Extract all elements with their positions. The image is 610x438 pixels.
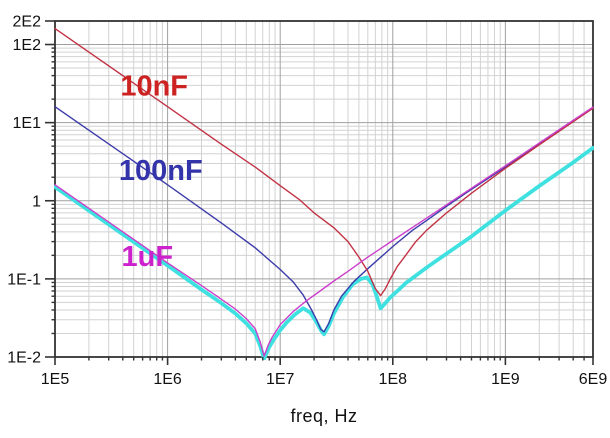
curve-label-10nf: 10nF xyxy=(120,70,188,102)
curve-1uf xyxy=(54,106,594,357)
axis-ticks xyxy=(45,20,594,365)
x-tick-label: 1E9 xyxy=(491,371,520,388)
x-axis-title: freq, Hz xyxy=(290,406,358,426)
curve-label-100nf: 100nF xyxy=(119,155,203,187)
y-tick-label: 2E2 xyxy=(13,14,42,31)
y-tick-label: 1 xyxy=(32,193,41,210)
x-tick-label: 1E5 xyxy=(41,371,70,388)
x-tick-label: 1E7 xyxy=(266,371,295,388)
tick-labels: 1E5 1E6 1E7 1E8 1E9 6E9 2E2 1E2 1E1 1 1E-1 1E-2 xyxy=(7,14,607,389)
x-tick-label: 1E6 xyxy=(153,371,182,388)
grid-minor xyxy=(55,21,593,357)
y-tick-label: 1E-2 xyxy=(7,350,41,367)
y-tick-label: 1E1 xyxy=(13,115,42,132)
curve-labels: 10nF 100nF 1uF xyxy=(119,70,203,273)
curve-10nf xyxy=(54,27,594,297)
x-tick-label: 6E9 xyxy=(579,371,608,388)
curve-100nf xyxy=(54,105,594,333)
y-tick-label: 1E2 xyxy=(13,37,42,54)
curve-parallel-combination-thick-cyan-unlabeled- xyxy=(54,145,594,360)
traces xyxy=(54,27,594,360)
curve-label-1uf: 1uF xyxy=(121,241,173,273)
x-tick-label: 1E8 xyxy=(379,371,408,388)
grid-major xyxy=(55,21,593,357)
y-tick-label: 1E-1 xyxy=(7,271,41,288)
